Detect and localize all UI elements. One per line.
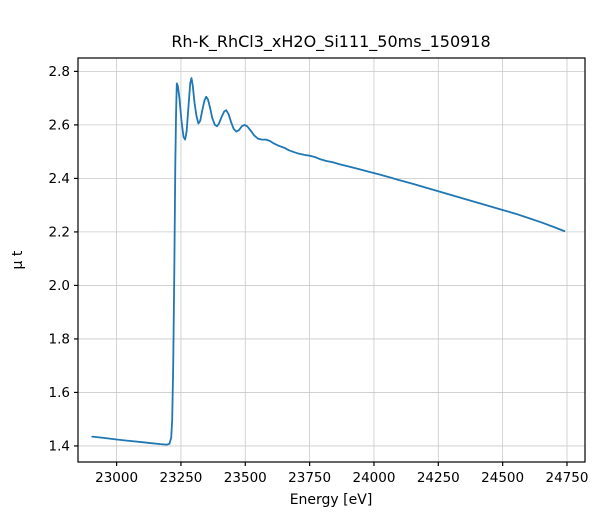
plot-background — [78, 58, 585, 462]
plot-area: 23000 23250 23500 23750 24000 24250 24500 24750… — [49, 57, 589, 486]
y-tick-label: 2.8 — [49, 64, 70, 80]
chart-title: Rh-K_RhCl3_xH2O_Si111_50ms_150918 — [171, 32, 490, 52]
y-tick-label: 1.6 — [49, 385, 70, 401]
y-tick-label: 2.4 — [49, 171, 70, 187]
x-tick-label: 24000 — [352, 470, 395, 486]
x-tick-label: 23500 — [224, 470, 267, 486]
x-tick-label: 24250 — [417, 470, 460, 486]
y-tick-label: 1.8 — [49, 331, 70, 347]
y-tick-label: 1.4 — [49, 438, 70, 454]
y-tick-label: 2.0 — [49, 278, 70, 294]
x-tick-label: 23750 — [288, 470, 331, 486]
y-tick-label: 2.2 — [49, 224, 70, 240]
x-tick-label: 23000 — [95, 470, 138, 486]
data-line-mu-t — [91, 77, 566, 446]
y-tick-label: 2.6 — [49, 117, 70, 133]
x-tick-label: 24500 — [481, 470, 524, 486]
x-axis-label: Energy [eV] — [290, 492, 373, 508]
x-tick-label: 24750 — [546, 470, 589, 486]
plot-border — [77, 57, 586, 463]
x-tick-label: 23250 — [159, 470, 202, 486]
y-axis-label: μ t — [10, 250, 26, 269]
